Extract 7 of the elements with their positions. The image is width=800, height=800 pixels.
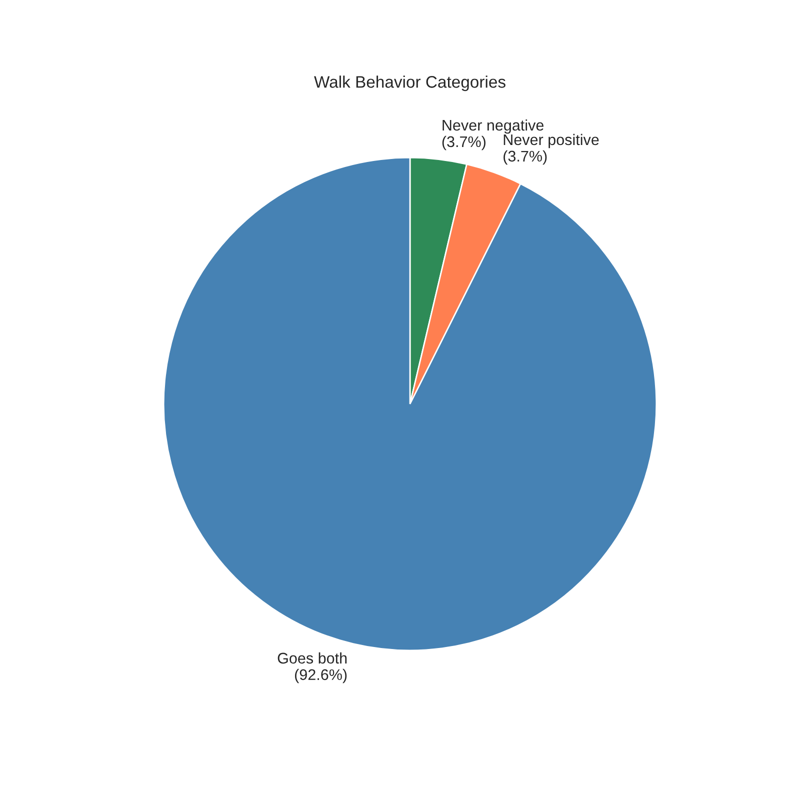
slice-label: Never positive: [504, 134, 599, 148]
slice-label: Never negative: [442, 119, 544, 134]
slice-label: Goes both: [278, 652, 347, 664]
data-label: (3.7%): [442, 136, 486, 150]
data-label: (3.7%): [504, 150, 547, 165]
chart-title: Walk Behavior Categories: [314, 76, 506, 92]
data-label: (92.6%): [295, 668, 347, 684]
